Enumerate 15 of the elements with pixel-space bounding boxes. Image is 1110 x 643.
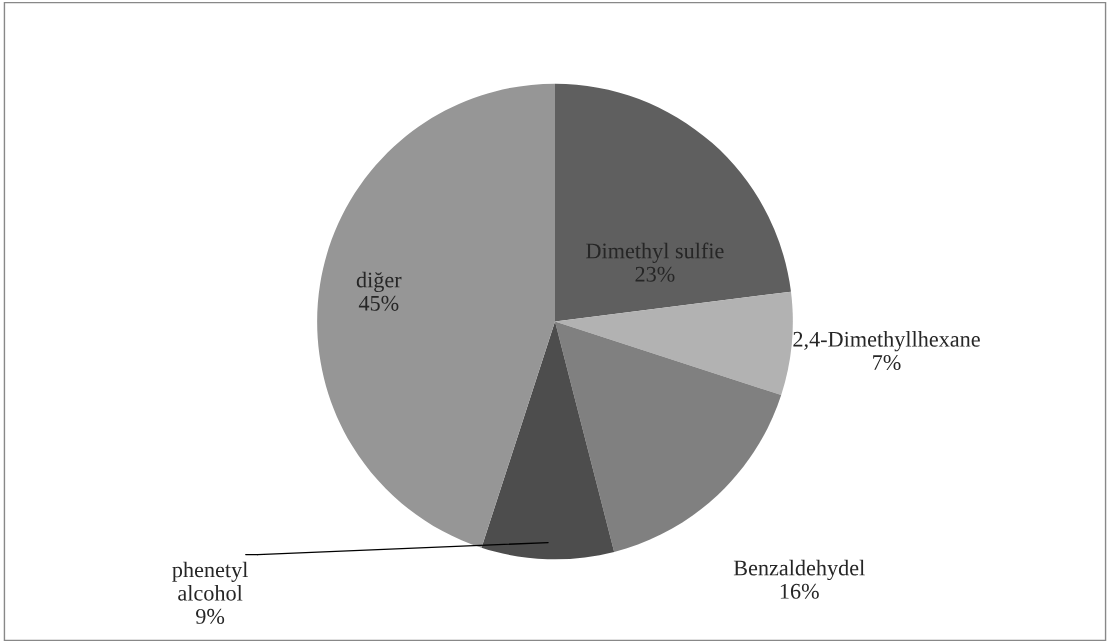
pie-slice xyxy=(317,83,555,548)
data-label: 9% xyxy=(196,608,225,624)
slice-label: phenetyl alcohol xyxy=(172,561,248,601)
data-label: 23% xyxy=(635,266,675,282)
slice-label: 2,4-Dimethyllhexane xyxy=(793,331,980,352)
pie-slice xyxy=(555,321,782,552)
pie-slice xyxy=(481,321,615,560)
data-label: 45% xyxy=(358,295,399,311)
slice-label: Dimethyl sulfie xyxy=(586,242,724,264)
data-label: 7% xyxy=(873,355,901,371)
slice-label: Benzaldehydel xyxy=(733,559,865,581)
pie-slice xyxy=(555,83,791,322)
data-label: 16% xyxy=(780,583,819,599)
slice-label: diğer xyxy=(356,271,402,293)
pie-slice xyxy=(555,291,793,395)
